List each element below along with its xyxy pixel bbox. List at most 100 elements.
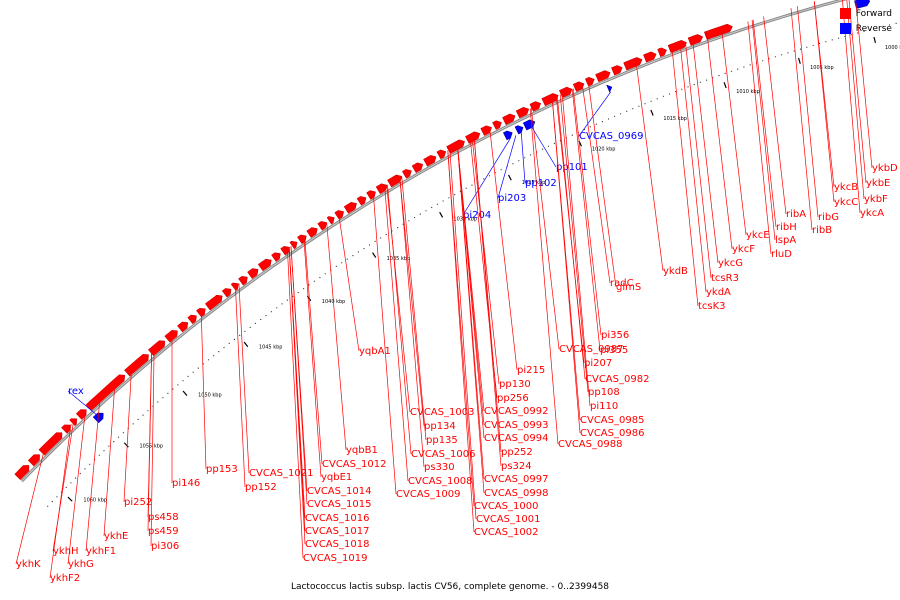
minor-tick-dot <box>75 477 77 479</box>
gene-label: glmS <box>616 282 641 293</box>
forward-gene-arrow <box>502 113 516 126</box>
minor-tick-dot <box>687 86 689 88</box>
forward-gene-arrow <box>387 174 403 188</box>
minor-tick-dot <box>869 29 872 31</box>
gene-label: ykhF1 <box>86 546 116 557</box>
minor-tick-dot <box>177 384 179 386</box>
gene-label: lspA <box>775 235 796 246</box>
minor-tick-dot <box>699 81 702 83</box>
major-tick <box>797 57 801 64</box>
leader-line <box>561 93 591 407</box>
gene-label: pp153 <box>206 464 238 475</box>
gene-label: CVCAS_0997 <box>484 474 548 485</box>
minor-tick-dot <box>706 79 708 81</box>
minor-tick-dot <box>863 30 865 32</box>
minor-tick-dot <box>286 299 288 301</box>
gene-label: CVCAS_1001 <box>476 514 540 525</box>
minor-tick-dot <box>614 115 616 117</box>
gene-label: yqbA1 <box>359 346 391 357</box>
minor-tick-dot <box>374 240 376 242</box>
gene-label: ps459 <box>148 526 179 537</box>
minor-tick-dot <box>632 108 634 110</box>
minor-tick-dot <box>656 98 658 100</box>
gene-label: CVCAS_1017 <box>305 526 369 537</box>
forward-label: Forward <box>855 8 892 19</box>
forward-gene-arrow <box>480 125 492 136</box>
minor-tick-dot <box>84 468 86 470</box>
gene-label: rex <box>68 386 84 397</box>
minor-tick-dot <box>876 27 878 29</box>
minor-tick-dot <box>589 126 592 128</box>
forward-gene-arrow <box>529 101 542 112</box>
gene-label: CVCAS_0985 <box>580 415 644 426</box>
leader-line <box>531 127 557 168</box>
legend-reverse: Reverse <box>839 23 892 34</box>
gene-label: pi252 <box>124 497 152 508</box>
leader-line <box>123 369 132 503</box>
forward-gene-arrow <box>27 454 40 467</box>
minor-tick-dot <box>98 454 100 456</box>
major-tick <box>123 442 129 448</box>
forward-gene-arrow <box>401 169 412 179</box>
backbone-highlight <box>21 0 844 482</box>
forward-gene-arrow <box>572 81 585 92</box>
minor-tick-dot <box>431 206 433 209</box>
leader-line <box>67 410 86 565</box>
minor-tick-dot <box>385 233 387 236</box>
minor-tick-dot <box>357 251 359 253</box>
forward-gene-arrow <box>375 183 388 195</box>
forward-gene-arrow <box>595 70 611 83</box>
tick-label: 1015 kbp <box>663 116 687 122</box>
gene-label: ribG <box>818 212 839 223</box>
minor-tick-dot <box>448 197 450 199</box>
minor-tick-dot <box>650 100 652 102</box>
minor-tick-dot <box>270 311 272 313</box>
minor-tick-dot <box>319 276 321 279</box>
gene-label: CVCAS_1009 <box>396 489 460 500</box>
minor-tick-dot <box>192 371 194 373</box>
major-tick <box>243 341 249 348</box>
gene-label: pi306 <box>151 541 179 552</box>
minor-tick-dot <box>103 450 105 452</box>
forward-gene-arrow <box>334 210 345 220</box>
leader-line <box>386 185 411 413</box>
gene-label: CVCAS_1008 <box>408 476 472 487</box>
gene-label: ps324 <box>501 461 532 472</box>
minor-tick-dot <box>223 346 225 349</box>
minor-tick-dot <box>108 445 110 447</box>
leader-line <box>706 35 733 250</box>
minor-tick-dot <box>79 472 81 475</box>
gene-label: CVCAS_0986 <box>580 428 644 439</box>
gene-label: CVCAS_1015 <box>307 499 371 510</box>
reverse-gene-arrow <box>854 0 871 9</box>
leader-line <box>449 149 477 520</box>
forward-gene-arrow <box>85 374 126 411</box>
minor-tick-dot <box>882 25 884 28</box>
minor-tick-dot <box>638 105 640 107</box>
minor-tick-dot <box>249 326 251 328</box>
gene-label: CVCAS_1006 <box>411 449 475 460</box>
leader-line <box>238 283 250 474</box>
minor-tick-dot <box>524 157 526 159</box>
forward-gene-arrow <box>657 47 667 58</box>
gene-label: pi356 <box>601 330 629 341</box>
forward-gene-arrow <box>247 268 259 279</box>
minor-tick-dot <box>465 187 467 189</box>
minor-tick-dot <box>419 213 421 215</box>
gene-label: yqbB1 <box>346 445 378 456</box>
minor-tick-dot <box>857 32 859 34</box>
forward-gene-arrow <box>446 139 465 154</box>
minor-tick-dot <box>889 24 891 26</box>
minor-tick-dot <box>51 500 53 503</box>
leader-line <box>572 88 602 336</box>
gene-label: CVCAS_1000 <box>474 501 538 512</box>
gene-labels: CVCAS_0969 pp101 pp102 pi203 pi204 rex ykbD ykb… <box>15 0 898 584</box>
minor-tick-dot <box>228 342 230 344</box>
forward-gene-arrow <box>411 162 424 174</box>
forward-gene-arrow <box>75 409 87 420</box>
gene-label: CVCAS_0982 <box>585 374 649 385</box>
minor-tick-dot <box>547 145 550 147</box>
forward-gene-arrow <box>356 196 367 206</box>
minor-tick-dot <box>122 432 124 434</box>
forward-gene-arrow <box>343 202 357 214</box>
